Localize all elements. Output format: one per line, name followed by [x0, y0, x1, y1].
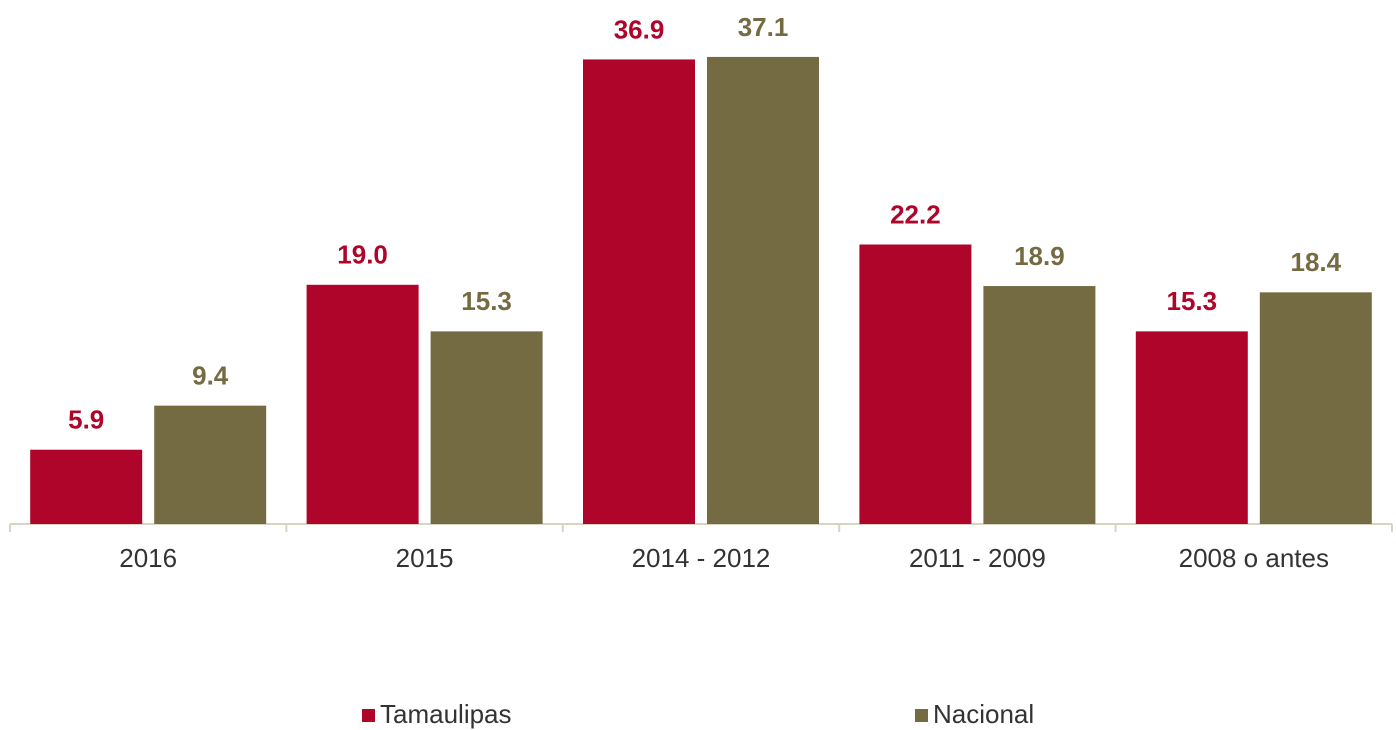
bar: [154, 405, 267, 524]
data-label: 15.3: [461, 286, 512, 316]
bar: [30, 449, 143, 524]
data-label: 36.9: [614, 14, 665, 44]
legend-label: Nacional: [933, 699, 1034, 729]
bar: [707, 56, 819, 524]
data-label: 5.9: [68, 405, 104, 435]
data-label: 19.0: [337, 240, 388, 270]
bar: [983, 286, 1096, 524]
x-tick-label: 2015: [396, 543, 454, 573]
legend-swatch: [915, 709, 928, 722]
x-tick-label: 2008 o antes: [1179, 543, 1329, 573]
bar: [859, 244, 972, 524]
data-label: 15.3: [1166, 286, 1217, 316]
data-label: 18.9: [1014, 241, 1065, 271]
data-label: 22.2: [890, 199, 941, 229]
data-label: 9.4: [192, 361, 229, 391]
legend-swatch: [362, 709, 375, 722]
bar: [430, 331, 543, 524]
x-tick-label: 2011 - 2009: [909, 543, 1046, 573]
bar: [1259, 292, 1372, 524]
bar: [583, 59, 695, 524]
data-label: 37.1: [738, 12, 789, 42]
bar: [306, 284, 419, 524]
data-label: 18.4: [1290, 247, 1341, 277]
bar: [1135, 331, 1248, 524]
legend-label: Tamaulipas: [380, 699, 512, 729]
x-tick-label: 2016: [119, 543, 177, 573]
x-tick-label: 2014 - 2012: [632, 543, 771, 573]
